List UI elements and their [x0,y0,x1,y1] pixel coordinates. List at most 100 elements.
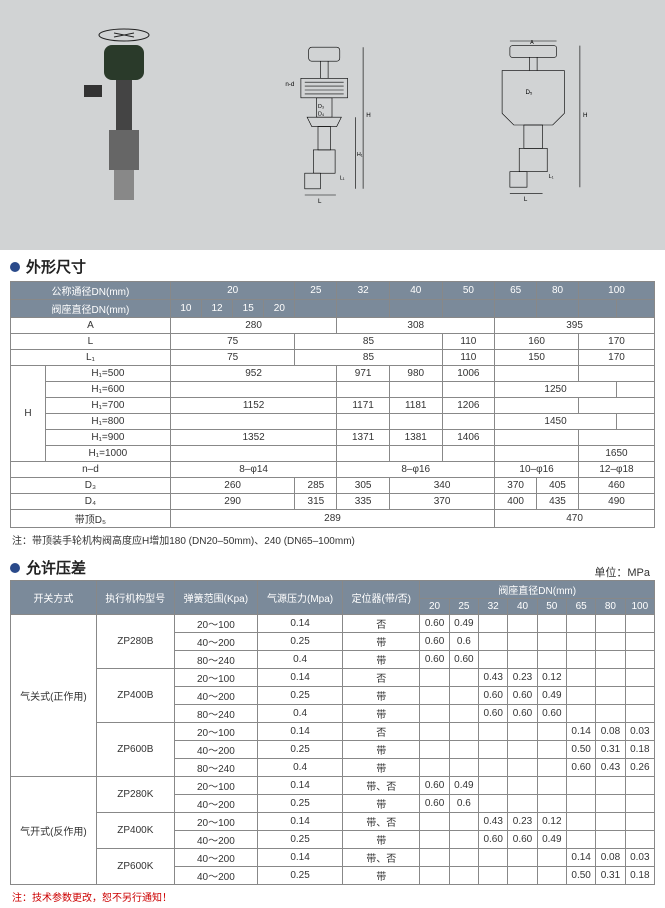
spring-cell: 40～200 [174,867,257,885]
value-cell [449,687,478,705]
value-cell [449,759,478,777]
row-label: H₁=1000 [45,446,170,462]
value-cell: 0.6 [449,633,478,651]
th-dn: 100 [625,599,654,615]
value-cell: 0.08 [596,723,625,741]
spring-cell: 20～100 [174,813,257,831]
cell: 20 [264,300,295,318]
svg-text:L: L [318,198,322,205]
cell: 10–φ16 [495,462,579,478]
value-cell: 0.49 [449,777,478,795]
value-cell: 0.49 [449,615,478,633]
value-cell [449,867,478,885]
cell: 85 [295,350,442,366]
value-cell: 0.6 [449,795,478,813]
svg-text:H: H [367,112,372,119]
cell: 460 [578,478,654,494]
air-cell: 0.25 [257,831,342,849]
value-cell [625,705,654,723]
svg-text:n-d: n-d [286,81,296,88]
cell: 470 [495,510,655,528]
spring-cell: 40～200 [174,741,257,759]
value-cell [479,651,508,669]
value-cell [596,813,625,831]
cell: 20 [170,282,295,300]
value-cell: 0.18 [625,867,654,885]
value-cell: 0.08 [596,849,625,867]
value-cell [537,615,566,633]
value-cell: 0.60 [420,795,449,813]
cell: 15 [233,300,264,318]
spring-cell: 40～200 [174,795,257,813]
table-row: ZP600B20～1000.14否0.140.080.03 [11,723,655,741]
air-cell: 0.4 [257,759,342,777]
value-cell: 0.49 [537,831,566,849]
valve-photo-svg [54,15,194,235]
th-dn: 65 [566,599,595,615]
value-cell [449,849,478,867]
th: 阀座直径DN(mm) [420,581,655,599]
unit-label: 单位：MPa [0,564,665,580]
cell: 315 [295,494,337,510]
value-cell [479,795,508,813]
value-cell [508,849,537,867]
cell: 160 [495,334,579,350]
row-label: H₁=800 [45,414,170,430]
pos-cell: 带 [343,705,420,723]
model-cell: ZP400K [96,813,174,849]
air-cell: 0.14 [257,669,342,687]
value-cell [566,669,595,687]
cell: 10 [170,300,201,318]
cell: 75 [170,334,295,350]
cell: 8–φ16 [337,462,495,478]
air-cell: 0.14 [257,813,342,831]
value-cell: 0.31 [596,741,625,759]
value-cell [449,831,478,849]
cell: 405 [537,478,579,494]
th-dn: 20 [420,599,449,615]
value-cell: 0.50 [566,741,595,759]
dims-note: 注：带顶装手轮机构阀高度应H增加180 (DN20–50mm)、240 (DN6… [0,528,665,551]
value-cell: 0.60 [479,687,508,705]
value-cell: 0.12 [537,669,566,687]
svg-text:H: H [583,112,588,119]
cell: 370 [389,494,494,510]
mode-cell: 气关式(正作用) [11,615,97,777]
spring-cell: 40～200 [174,831,257,849]
cell: 1450 [495,414,617,430]
value-cell: 0.50 [566,867,595,885]
row-label: n–d [11,462,171,478]
value-cell: 0.60 [479,705,508,723]
row-label: D₄ [11,494,171,510]
dimensions-table: 公称通径DN(mm) 20 25 32 40 50 65 80 100 阀座直径… [10,281,655,528]
table-row: ZP400K20～1000.14带、否0.430.230.12 [11,813,655,831]
value-cell [420,687,449,705]
value-cell [420,705,449,723]
table-row: ZP600K40～2000.14带、否0.140.080.03 [11,849,655,867]
cell: 1381 [389,430,442,446]
value-cell [537,795,566,813]
row-label: D₃ [11,478,171,494]
air-cell: 0.14 [257,615,342,633]
value-cell: 0.60 [420,615,449,633]
value-cell [449,669,478,687]
air-cell: 0.25 [257,795,342,813]
value-cell [537,759,566,777]
th: 开关方式 [11,581,97,615]
spring-cell: 20～100 [174,669,257,687]
value-cell [420,849,449,867]
cell: 1006 [442,366,495,382]
air-cell: 0.25 [257,741,342,759]
value-cell: 0.60 [508,831,537,849]
value-cell [508,615,537,633]
value-cell: 0.60 [420,651,449,669]
cell: 100 [578,282,654,300]
table-row: ZP400B20～1000.14否0.430.230.12 [11,669,655,687]
value-cell [566,777,595,795]
value-cell [449,705,478,723]
cell: 150 [495,350,579,366]
value-cell [449,813,478,831]
svg-text:L: L [524,196,528,203]
value-cell: 0.43 [479,669,508,687]
value-cell: 0.60 [420,777,449,795]
